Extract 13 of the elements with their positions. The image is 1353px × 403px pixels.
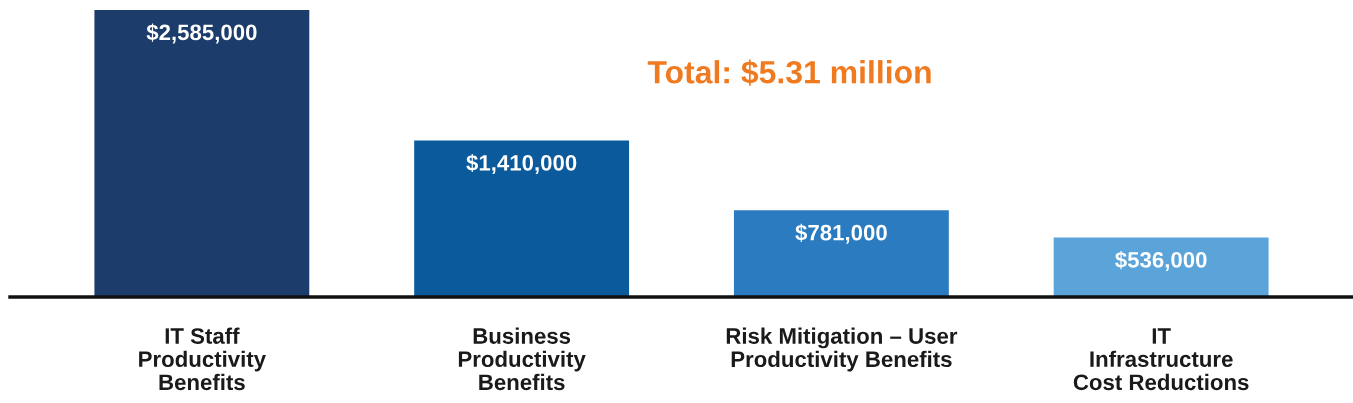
bar: [94, 10, 310, 297]
data-label: $2,585,000: [146, 23, 257, 44]
x-tick-label: IT Staff Productivity Benefits: [139, 327, 266, 391]
x-tick-label: IT Infrastructure Cost Reductions: [1073, 328, 1249, 391]
bar: [733, 210, 949, 297]
data-label: $781,000: [795, 223, 887, 244]
data-label: $536,000: [1115, 250, 1207, 271]
data-label: $1,410,000: [466, 153, 577, 174]
x-tick-label: Business Productivity Benefits: [458, 327, 586, 391]
bar: [1053, 237, 1269, 297]
annotation: Total: $5.31 million: [647, 59, 931, 86]
bar: [414, 140, 630, 297]
x-tick-label: Risk Mitigation – User Productivity Benefits: [726, 327, 958, 372]
